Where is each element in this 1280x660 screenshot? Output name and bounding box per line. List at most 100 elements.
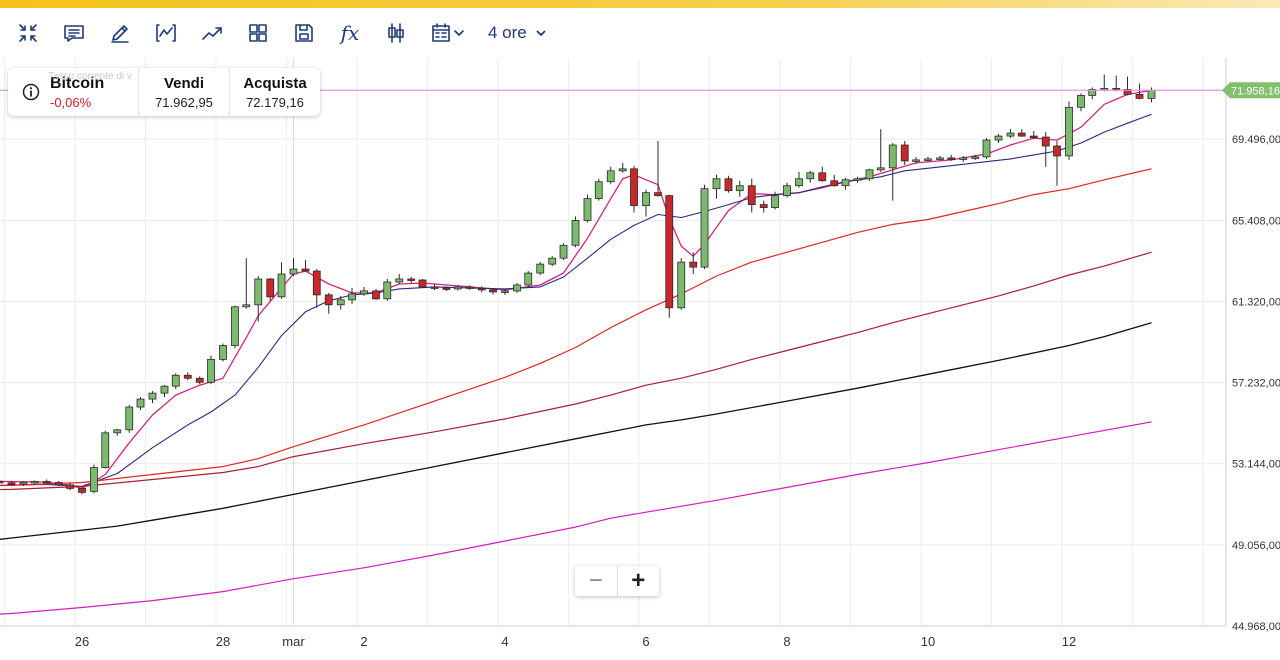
x-tick-label: 12 [1062,634,1076,649]
candle-body [924,158,932,161]
y-tick-label: 65.408,00 [1232,215,1280,227]
candle-body [418,279,427,288]
candle-body [994,135,1003,141]
candle-body [136,398,145,408]
candle-body [489,289,497,293]
candle-body [654,192,662,197]
x-tick-label: 2 [360,634,367,649]
x-tick-label: mar [282,634,305,649]
sell-value: 71.962,95 [155,94,213,110]
current-price-label: 71.958,16 [1231,85,1280,97]
candle-body [759,204,768,208]
candle-body [30,481,39,484]
layout-grid-icon[interactable] [242,17,274,49]
candle-body [348,293,356,301]
zoom-out-button[interactable]: − [575,566,618,596]
candle-body [876,167,885,171]
save-icon[interactable] [288,17,320,49]
candle-body [277,273,286,298]
zoom-in-button[interactable]: + [631,567,646,594]
function-icon[interactable]: fx [340,21,360,45]
line-chart-icon[interactable] [150,17,182,49]
candle-body [1065,106,1073,157]
indicator-line [0,421,1152,615]
candle-body [336,299,345,306]
comment-icon[interactable] [58,17,90,49]
candle-body [841,179,850,187]
sell-label: Vendi [163,74,204,92]
interval-selector[interactable]: 4 ore [488,23,547,43]
candle-body [1017,132,1026,137]
candle-body [513,284,521,292]
candle-body [853,178,862,181]
instrument-name: Bitcoin [50,74,105,92]
candle-body [571,220,580,246]
candle-body [195,377,204,383]
candle-body [231,306,239,346]
x-tick-label: 6 [642,634,649,649]
candlestick-icon[interactable] [380,17,412,49]
trend-icon[interactable] [196,17,228,49]
candle-body [183,374,192,379]
candle-body [1029,135,1038,138]
sell-section[interactable]: Vendi 71.962,95 [139,68,230,116]
candle-body [1041,136,1050,147]
y-tick-label: 44.968,00 [1232,621,1280,633]
candle-body [677,261,686,309]
candle-body [795,178,803,187]
candle-body [771,195,779,208]
candle-body [1088,89,1097,96]
candle-body [1053,145,1061,157]
candle-body [289,268,298,275]
current-price-tag [1222,82,1280,99]
candle-body [312,270,321,296]
calendar-icon[interactable] [426,17,470,49]
buy-value: 72.179,16 [246,94,304,110]
candle-body [324,294,333,306]
candle-body [936,157,944,160]
candle-body [618,168,627,172]
candle-body [912,159,920,162]
candle-body [583,198,592,221]
candle-body [830,180,839,187]
candle-body [700,188,709,268]
candle-body [148,392,157,400]
candle-body [548,257,557,265]
candle-body [477,287,486,291]
candle-body [465,286,474,289]
candle-body [372,290,380,300]
candle-body [125,406,134,431]
candle-body [888,144,897,169]
interval-label: 4 ore [488,23,527,42]
info-icon[interactable] [22,83,40,101]
candle-body [689,261,698,268]
candle-body [113,429,122,434]
candle-body [442,287,451,290]
candle-body [959,157,968,160]
candle-body [266,278,275,298]
chart-toolbar: fx 4 ore [0,8,1280,58]
candle-body [642,192,650,206]
pencil-icon[interactable] [104,17,136,49]
candle-body [665,195,674,309]
candle-body [54,482,63,486]
candle-body [207,358,215,383]
candle-body [171,374,180,387]
buy-section[interactable]: Acquista 72.179,16 [230,68,320,116]
y-tick-label: 49.056,00 [1232,540,1280,552]
candle-body [818,172,827,182]
candle-body [606,170,615,183]
buy-label: Acquista [243,74,307,92]
candle-body [1135,94,1144,99]
candle-body [19,481,28,485]
candle-body [360,290,368,295]
top-accent-band [0,0,1280,8]
candle-body [395,278,404,283]
candle-body [301,268,310,272]
price-chart[interactable]: 69.496,00 65.408,00 61.320,00 57.232,00 53.1… [0,58,1280,660]
x-tick-label: 8 [783,634,790,649]
candle-body [407,278,416,281]
collapse-icon[interactable] [12,17,44,49]
candle-body [971,156,980,159]
candle-body [1006,132,1015,137]
